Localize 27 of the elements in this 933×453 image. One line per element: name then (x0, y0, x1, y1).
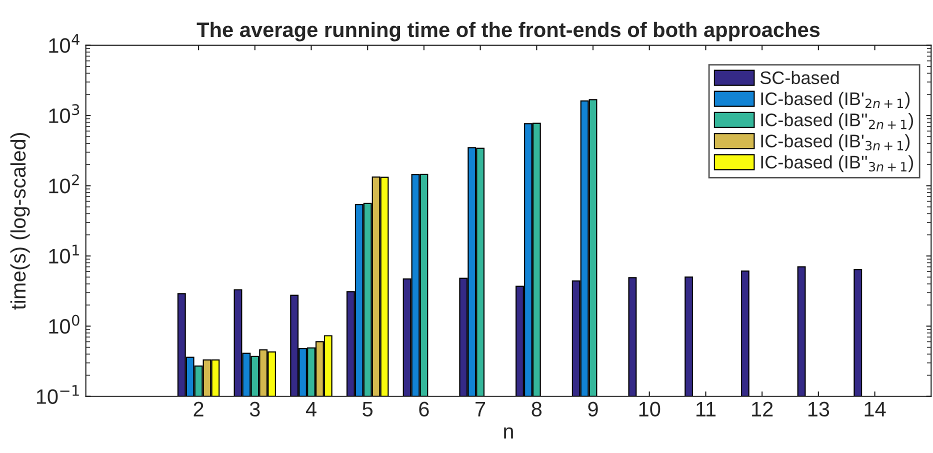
y-axis-title: time(s) (log-scaled) (10, 132, 30, 310)
y-tick-label: 10$^{−1}$ (36, 385, 79, 404)
x-tick-label: 9 (588, 402, 598, 417)
x-tick-label: 8 (532, 402, 542, 417)
legend-label: IC-based (IB'$_{3n+1}$) (761, 134, 910, 151)
x-tick-label: 5 (362, 402, 373, 417)
legend-label: SC-based (760, 70, 839, 84)
x-tick-label: 13 (808, 402, 830, 417)
x-tick-label: 11 (696, 402, 716, 416)
y-tick-label: 10$^{3}$ (49, 104, 80, 124)
legend-label: IC-based (IB''$_{3n+1}$) (761, 155, 914, 172)
x-tick-label: 10 (639, 402, 660, 417)
y-tick-label: 10$^{4}$ (49, 34, 80, 53)
x-tick-label: 14 (864, 402, 886, 416)
x-tick-label: 3 (250, 402, 260, 417)
x-tick-label: 2 (194, 402, 204, 416)
y-tick-label: 10$^{0}$ (49, 314, 80, 334)
x-axis-title: n (504, 427, 513, 439)
x-tick-label: 4 (306, 402, 316, 416)
y-tick-label: 10$^{1}$ (49, 244, 79, 264)
chart-title: The average running time of the front-ends of both approaches (196, 22, 820, 42)
legend-label: IC-based (IB'$_{2n+1}$) (761, 92, 910, 109)
y-tick-label: 10$^{2}$ (49, 174, 79, 194)
x-tick-label: 6 (419, 402, 429, 417)
x-tick-label: 12 (752, 402, 773, 416)
legend-label: IC-based (IB''$_{2n+1}$) (761, 113, 914, 130)
x-tick-label: 7 (476, 402, 486, 416)
